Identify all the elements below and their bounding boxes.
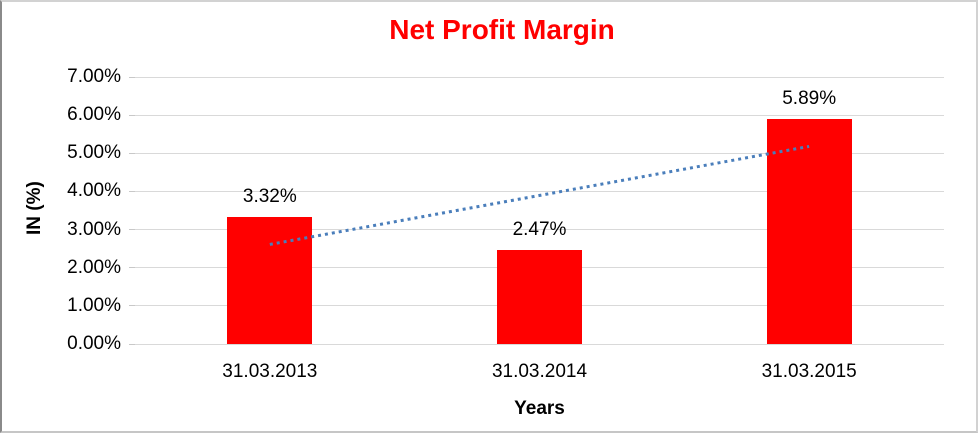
data-label: 3.32% bbox=[242, 186, 297, 208]
y-axis-tick bbox=[129, 229, 135, 231]
x-tick-label: 31.03.2014 bbox=[491, 361, 588, 382]
y-tick-label: 3.00% bbox=[67, 218, 121, 240]
y-tick-label: 2.00% bbox=[67, 256, 121, 278]
gridline bbox=[135, 76, 944, 78]
bar-31.03.2014 bbox=[497, 249, 582, 344]
data-label: 5.89% bbox=[782, 88, 837, 110]
chart-title: Net Profit Margin bbox=[389, 14, 615, 45]
x-tick-label: 31.03.2013 bbox=[222, 361, 318, 382]
y-axis-tick bbox=[129, 76, 135, 78]
y-axis-tick bbox=[129, 305, 135, 307]
y-axis-tick bbox=[129, 114, 135, 116]
y-axis-tick bbox=[129, 190, 135, 192]
y-tick-label: 4.00% bbox=[67, 180, 121, 202]
y-tick-label: 6.00% bbox=[67, 104, 121, 126]
gridline bbox=[135, 343, 944, 345]
bar-31.03.2015 bbox=[766, 119, 852, 344]
bar-31.03.2013 bbox=[227, 217, 313, 344]
y-axis-tick bbox=[129, 152, 135, 154]
y-axis-tick bbox=[129, 267, 135, 269]
data-label: 2.47% bbox=[512, 218, 567, 240]
gridline bbox=[135, 114, 944, 116]
y-tick-label: 5.00% bbox=[67, 142, 121, 164]
x-tick-label: 31.03.2015 bbox=[761, 361, 857, 382]
y-tick-label: 7.00% bbox=[67, 66, 121, 87]
y-tick-label: 0.00% bbox=[67, 333, 121, 354]
x-axis-title: Years bbox=[514, 398, 565, 419]
y-axis-tick bbox=[129, 343, 135, 345]
y-tick-label: 1.00% bbox=[67, 294, 121, 316]
